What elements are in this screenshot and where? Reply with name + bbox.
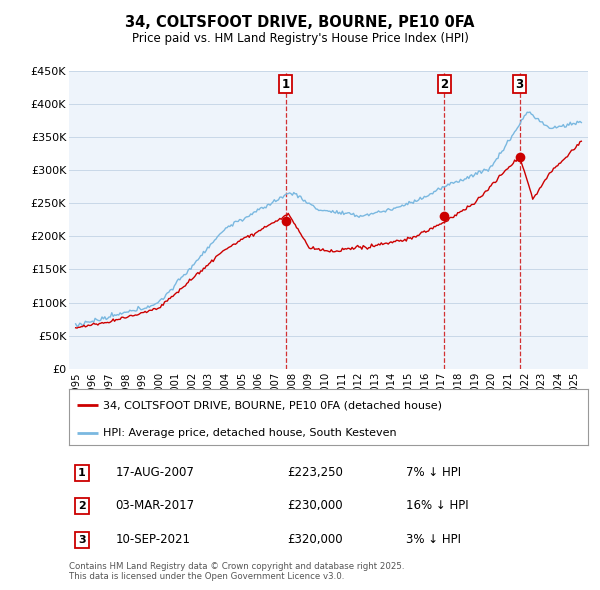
Text: 2: 2	[78, 501, 86, 511]
Text: Contains HM Land Registry data © Crown copyright and database right 2025.
This d: Contains HM Land Registry data © Crown c…	[69, 562, 404, 581]
Text: HPI: Average price, detached house, South Kesteven: HPI: Average price, detached house, Sout…	[103, 428, 397, 438]
Text: 16% ↓ HPI: 16% ↓ HPI	[406, 499, 469, 513]
Text: 03-MAR-2017: 03-MAR-2017	[116, 499, 195, 513]
Text: 34, COLTSFOOT DRIVE, BOURNE, PE10 0FA (detached house): 34, COLTSFOOT DRIVE, BOURNE, PE10 0FA (d…	[103, 400, 442, 410]
Text: 2: 2	[440, 77, 448, 90]
Text: £320,000: £320,000	[287, 533, 343, 546]
Text: 1: 1	[281, 77, 290, 90]
Text: 3% ↓ HPI: 3% ↓ HPI	[406, 533, 461, 546]
Text: Price paid vs. HM Land Registry's House Price Index (HPI): Price paid vs. HM Land Registry's House …	[131, 32, 469, 45]
Text: 3: 3	[78, 535, 86, 545]
Text: 17-AUG-2007: 17-AUG-2007	[116, 466, 194, 480]
Text: 3: 3	[515, 77, 524, 90]
Text: 1: 1	[78, 468, 86, 478]
Text: 34, COLTSFOOT DRIVE, BOURNE, PE10 0FA: 34, COLTSFOOT DRIVE, BOURNE, PE10 0FA	[125, 15, 475, 30]
Text: 7% ↓ HPI: 7% ↓ HPI	[406, 466, 461, 480]
Text: 10-SEP-2021: 10-SEP-2021	[116, 533, 191, 546]
Text: £223,250: £223,250	[287, 466, 343, 480]
Text: £230,000: £230,000	[287, 499, 343, 513]
